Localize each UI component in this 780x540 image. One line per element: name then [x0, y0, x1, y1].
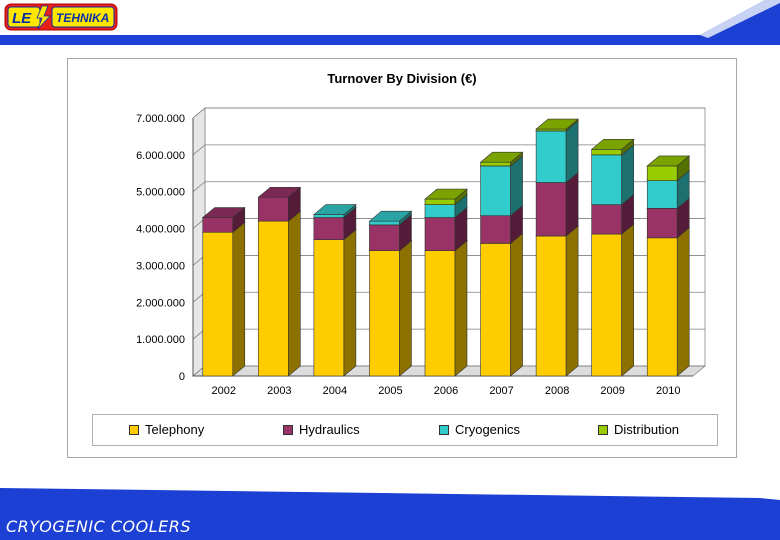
bar-segment-telephony-2005: [368, 240, 413, 377]
legend-label: Cryogenics: [455, 422, 521, 437]
bar-segment-telephony-2009: [590, 223, 635, 377]
chart-frame: Turnover By Division (€) 0 1.000.000 2.000…: [67, 58, 737, 458]
gridline: [192, 107, 705, 119]
y-tick-label: 2.000.000: [136, 297, 185, 309]
bar-segment-distribution-2009: [590, 138, 635, 156]
bar-segment-distribution-2006: [424, 188, 468, 206]
bar-segment-cryogenics-2005: [368, 210, 413, 226]
x-tick-label: 2004: [323, 385, 347, 397]
header-band: [0, 0, 780, 45]
bar-segment-distribution-2007: [479, 151, 524, 167]
x-tick-label: 2009: [600, 385, 624, 397]
x-tick-label: 2002: [212, 385, 236, 397]
legend-swatch: [283, 424, 293, 435]
x-tick-label: 2005: [378, 385, 402, 397]
bar-segment-cryogenics-2009: [590, 144, 635, 206]
bar-segment-telephony-2003: [257, 210, 302, 377]
y-tick-label: 6.000.000: [136, 150, 185, 162]
bar-segment-distribution-2010: [646, 155, 691, 182]
logo-text-tehnika: TEHNIKA: [56, 11, 109, 25]
legend-item-telephony: Telephony: [129, 422, 204, 437]
legend-item-cryogenics: Cryogenics: [439, 422, 520, 437]
legend-swatch: [439, 424, 449, 435]
legend-swatch: [129, 424, 139, 435]
legend-label: Telephony: [145, 422, 205, 437]
bar-segment-distribution-2008: [535, 118, 579, 132]
legend-item-hydraulics: Hydraulics: [283, 422, 360, 437]
x-tick-label: 2010: [656, 385, 680, 397]
logo-text-le: LE: [12, 10, 32, 27]
turnover-chart: Turnover By Division (€) 0 1.000.000 2.000…: [136, 71, 707, 397]
y-tick-label: 5.000.000: [136, 187, 185, 199]
bar-segment-cryogenics-2004: [313, 203, 357, 219]
y-tick-label: 3.000.000: [136, 260, 185, 272]
y-tick-label: 0: [179, 371, 185, 383]
y-tick-label: 4.000.000: [136, 224, 185, 236]
legend-label: Hydraulics: [299, 422, 360, 437]
bar-segment-telephony-2002: [201, 221, 246, 377]
chart-title: Turnover By Division (€): [327, 71, 476, 86]
x-tick-label: 2008: [545, 385, 569, 397]
company-logo: LE TEHNIKA: [4, 3, 118, 31]
y-tick-label: 7.000.000: [136, 113, 185, 125]
x-tick-label: 2003: [267, 385, 291, 397]
bar-segment-telephony-2008: [535, 225, 579, 377]
bar-segment-telephony-2010: [646, 227, 691, 377]
bar-segment-hydraulics-2003: [257, 186, 302, 222]
legend-label: Distribution: [614, 422, 680, 437]
y-tick-label: 1.000.000: [136, 334, 185, 346]
bar-segment-hydraulics-2002: [201, 206, 246, 233]
bar-segment-telephony-2007: [479, 232, 524, 377]
footer-title: CRYOGENIC COOLERS: [6, 517, 191, 536]
x-tick-label: 2007: [489, 385, 513, 397]
chart-legend: Telephony Hydraulics Cryogenics Distributio…: [92, 414, 718, 446]
footer-band: [0, 488, 780, 540]
bar-segment-telephony-2006: [424, 240, 468, 377]
legend-swatch: [598, 424, 608, 435]
x-tick-label: 2006: [434, 385, 458, 397]
bar-segment-hydraulics-2009: [590, 193, 635, 235]
legend-item-distribution: Distribution: [598, 422, 679, 437]
bar-segment-telephony-2004: [313, 228, 357, 377]
